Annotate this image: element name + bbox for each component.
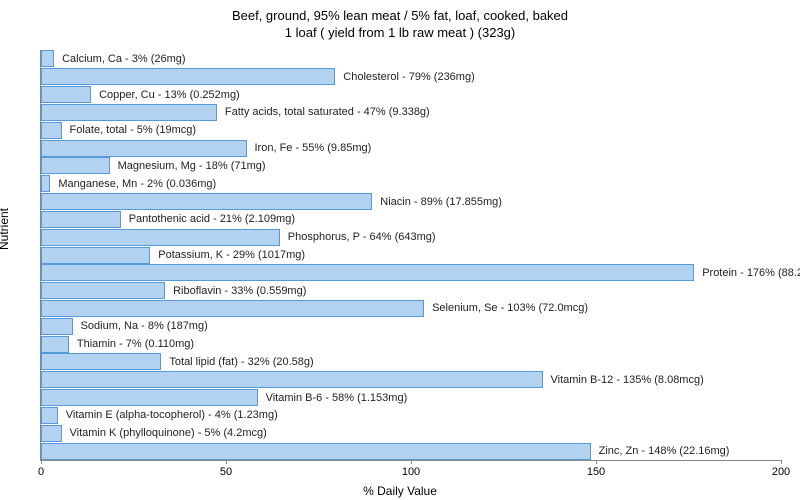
bar-label: Sodium, Na - 8% (187mg) — [81, 320, 208, 332]
bar-row: Selenium, Se - 103% (72.0mcg) — [41, 301, 588, 316]
bar-label: Calcium, Ca - 3% (26mg) — [62, 53, 185, 65]
bar-label: Selenium, Se - 103% (72.0mcg) — [432, 302, 588, 314]
bar — [41, 175, 50, 192]
bar-row: Zinc, Zn - 148% (22.16mg) — [41, 444, 729, 459]
bar-row: Vitamin B-6 - 58% (1.153mg) — [41, 390, 407, 405]
bar — [41, 122, 62, 139]
bar — [41, 86, 91, 103]
bar-row: Potassium, K - 29% (1017mg) — [41, 248, 305, 263]
xtick-mark — [781, 460, 782, 464]
bar — [41, 389, 258, 406]
xtick-mark — [411, 460, 412, 464]
bar-row: Fatty acids, total saturated - 47% (9.33… — [41, 105, 430, 120]
bar — [41, 300, 424, 317]
xtick-label: 150 — [587, 466, 605, 478]
xtick-label: 50 — [220, 466, 232, 478]
bar-label: Vitamin K (phylloquinone) - 5% (4.2mcg) — [70, 427, 267, 439]
bar-label: Total lipid (fat) - 32% (20.58g) — [169, 356, 313, 368]
bar — [41, 353, 161, 370]
bar — [41, 425, 62, 442]
bar — [41, 140, 247, 157]
bar-row: Magnesium, Mg - 18% (71mg) — [41, 158, 266, 173]
bar-label: Vitamin E (alpha-tocopherol) - 4% (1.23m… — [66, 409, 278, 421]
bar-label: Riboflavin - 33% (0.559mg) — [173, 285, 306, 297]
bar-row: Riboflavin - 33% (0.559mg) — [41, 283, 306, 298]
bar-label: Pantothenic acid - 21% (2.109mg) — [129, 213, 295, 225]
bar-label: Iron, Fe - 55% (9.85mg) — [255, 142, 372, 154]
bar — [41, 318, 73, 335]
bar-label: Potassium, K - 29% (1017mg) — [158, 249, 305, 261]
bar — [41, 247, 150, 264]
bar-row: Manganese, Mn - 2% (0.036mg) — [41, 176, 216, 191]
xtick-mark — [596, 460, 597, 464]
bar — [41, 211, 121, 228]
bar-label: Vitamin B-12 - 135% (8.08mcg) — [551, 374, 704, 386]
bar-label: Manganese, Mn - 2% (0.036mg) — [58, 178, 216, 190]
bar-row: Protein - 176% (88.21g) — [41, 265, 800, 280]
xtick-label: 200 — [772, 466, 790, 478]
bar-row: Cholesterol - 79% (236mg) — [41, 69, 475, 84]
bar-row: Vitamin B-12 - 135% (8.08mcg) — [41, 372, 704, 387]
bar-row: Niacin - 89% (17.855mg) — [41, 194, 502, 209]
bar-label: Niacin - 89% (17.855mg) — [380, 196, 502, 208]
nutrient-barchart: Beef, ground, 95% lean meat / 5% fat, lo… — [0, 0, 800, 500]
bar-row: Pantothenic acid - 21% (2.109mg) — [41, 212, 295, 227]
bar-row: Sodium, Na - 8% (187mg) — [41, 319, 208, 334]
bar — [41, 193, 372, 210]
bar-row: Calcium, Ca - 3% (26mg) — [41, 51, 186, 66]
bar — [41, 50, 54, 67]
bar-label: Fatty acids, total saturated - 47% (9.33… — [225, 106, 430, 118]
bar — [41, 443, 591, 460]
bar-label: Cholesterol - 79% (236mg) — [343, 71, 474, 83]
bar-label: Zinc, Zn - 148% (22.16mg) — [599, 445, 730, 457]
bar-label: Vitamin B-6 - 58% (1.153mg) — [266, 392, 408, 404]
bar-row: Total lipid (fat) - 32% (20.58g) — [41, 354, 314, 369]
bar — [41, 264, 694, 281]
bar-row: Folate, total - 5% (19mcg) — [41, 123, 196, 138]
xtick-label: 100 — [402, 466, 420, 478]
bar-label: Protein - 176% (88.21g) — [702, 267, 800, 279]
bar-row: Copper, Cu - 13% (0.252mg) — [41, 87, 240, 102]
bar — [41, 336, 69, 353]
bar — [41, 282, 165, 299]
bar-row: Phosphorus, P - 64% (643mg) — [41, 230, 436, 245]
bar — [41, 68, 335, 85]
bar — [41, 157, 110, 174]
bar-label: Phosphorus, P - 64% (643mg) — [288, 231, 436, 243]
chart-title: Beef, ground, 95% lean meat / 5% fat, lo… — [0, 0, 800, 42]
xtick-label: 0 — [38, 466, 44, 478]
bar — [41, 371, 543, 388]
bar-row: Thiamin - 7% (0.110mg) — [41, 337, 194, 352]
bar — [41, 229, 280, 246]
y-axis-label: Nutrient — [0, 208, 11, 250]
bar-label: Folate, total - 5% (19mcg) — [70, 124, 197, 136]
bar-label: Copper, Cu - 13% (0.252mg) — [99, 89, 240, 101]
title-line-1: Beef, ground, 95% lean meat / 5% fat, lo… — [0, 8, 800, 25]
xtick-mark — [226, 460, 227, 464]
bar-label: Magnesium, Mg - 18% (71mg) — [118, 160, 266, 172]
bar — [41, 407, 58, 424]
xtick-mark — [41, 460, 42, 464]
bar-row: Vitamin K (phylloquinone) - 5% (4.2mcg) — [41, 426, 267, 441]
bar — [41, 104, 217, 121]
plot-area: Calcium, Ca - 3% (26mg) Cholesterol - 79%… — [40, 50, 781, 461]
bar-row: Iron, Fe - 55% (9.85mg) — [41, 141, 371, 156]
bar-row: Vitamin E (alpha-tocopherol) - 4% (1.23m… — [41, 408, 278, 423]
title-line-2: 1 loaf ( yield from 1 lb raw meat ) (323… — [0, 25, 800, 42]
x-axis-label: % Daily Value — [363, 484, 437, 498]
bar-label: Thiamin - 7% (0.110mg) — [77, 338, 194, 350]
